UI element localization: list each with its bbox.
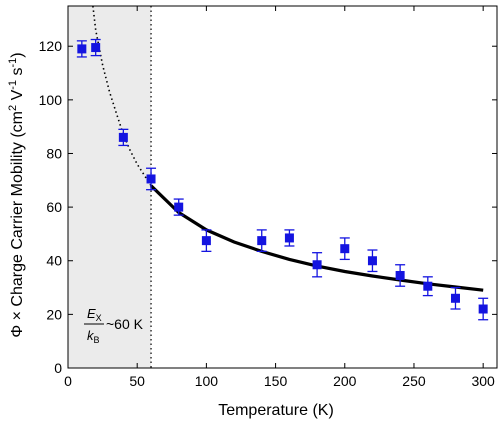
data-marker bbox=[257, 236, 267, 246]
data-point bbox=[478, 297, 489, 321]
data-point bbox=[201, 229, 212, 253]
y-tick-label: 100 bbox=[39, 92, 63, 108]
y-axis-label-mid: V bbox=[9, 89, 26, 104]
annotation-denominator-sub: B bbox=[94, 335, 100, 345]
y-axis-label-sup2: -1 bbox=[7, 80, 19, 90]
data-marker bbox=[367, 256, 377, 266]
x-tick-label: 300 bbox=[471, 373, 495, 389]
y-tick-label: 120 bbox=[39, 38, 63, 54]
annotation-denominator: kB bbox=[87, 328, 100, 345]
fit-curve-dotted bbox=[92, 6, 152, 187]
annotation-denominator-symbol: k bbox=[87, 328, 95, 343]
data-marker bbox=[146, 174, 156, 184]
annotation-numerator-sub: X bbox=[96, 313, 102, 323]
data-point bbox=[422, 276, 433, 297]
data-point bbox=[256, 229, 267, 253]
data-marker bbox=[174, 202, 184, 212]
x-tick-label: 250 bbox=[402, 373, 426, 389]
data-point bbox=[146, 167, 157, 191]
data-marker bbox=[450, 293, 460, 303]
data-marker bbox=[423, 281, 433, 291]
data-marker bbox=[395, 270, 405, 280]
y-axis-label-prefix: Φ × Charge Carrier Mobility (cm bbox=[9, 111, 26, 338]
data-marker bbox=[340, 244, 350, 254]
data-point bbox=[90, 38, 101, 57]
x-tick-label: 200 bbox=[333, 373, 357, 389]
y-tick-label: 0 bbox=[54, 360, 62, 376]
shaded-region bbox=[68, 6, 152, 368]
y-axis-label-suffix: ) bbox=[9, 52, 26, 57]
data-point bbox=[395, 264, 406, 287]
y-axis-label-sup1: 2 bbox=[7, 105, 19, 111]
y-tick-label: 60 bbox=[46, 199, 62, 215]
annotation-numerator: EX bbox=[87, 306, 102, 323]
y-tick-label: 40 bbox=[46, 253, 62, 269]
energy-annotation: EX kB ~60 K bbox=[84, 306, 144, 345]
data-point bbox=[312, 252, 323, 278]
data-point bbox=[339, 237, 350, 261]
data-marker bbox=[284, 233, 294, 243]
x-tick-label: 50 bbox=[129, 373, 145, 389]
annotation-value: ~60 K bbox=[106, 316, 144, 332]
data-point bbox=[76, 40, 87, 58]
y-tick-label: 20 bbox=[46, 306, 62, 322]
data-marker bbox=[312, 260, 322, 270]
data-point bbox=[450, 286, 461, 310]
y-axis-label: Φ × Charge Carrier Mobility (cm2 V-1 s-1… bbox=[7, 52, 26, 337]
x-tick-label: 0 bbox=[64, 373, 72, 389]
y-tick-label: 80 bbox=[46, 145, 62, 161]
data-marker bbox=[91, 43, 101, 53]
data-marker bbox=[77, 44, 87, 54]
data-marker bbox=[478, 304, 488, 314]
annotation-numerator-symbol: E bbox=[87, 306, 96, 321]
data-point bbox=[173, 198, 184, 216]
axes: 0 50 100 150 200 250 300 0 20 40 60 80 100 120 bbox=[39, 5, 498, 389]
y-axis-label-mid2: s bbox=[9, 68, 26, 80]
data-marker bbox=[118, 132, 128, 142]
data-point bbox=[367, 249, 378, 273]
data-point bbox=[284, 229, 295, 247]
x-tick-label: 150 bbox=[264, 373, 288, 389]
data-marker bbox=[201, 236, 211, 246]
y-axis-label-sup3: -1 bbox=[7, 58, 19, 68]
plot-area bbox=[68, 6, 489, 368]
x-axis-label: Temperature (K) bbox=[218, 402, 334, 419]
x-tick-label: 100 bbox=[195, 373, 219, 389]
data-point bbox=[118, 128, 129, 147]
axes-frame bbox=[67, 5, 498, 369]
